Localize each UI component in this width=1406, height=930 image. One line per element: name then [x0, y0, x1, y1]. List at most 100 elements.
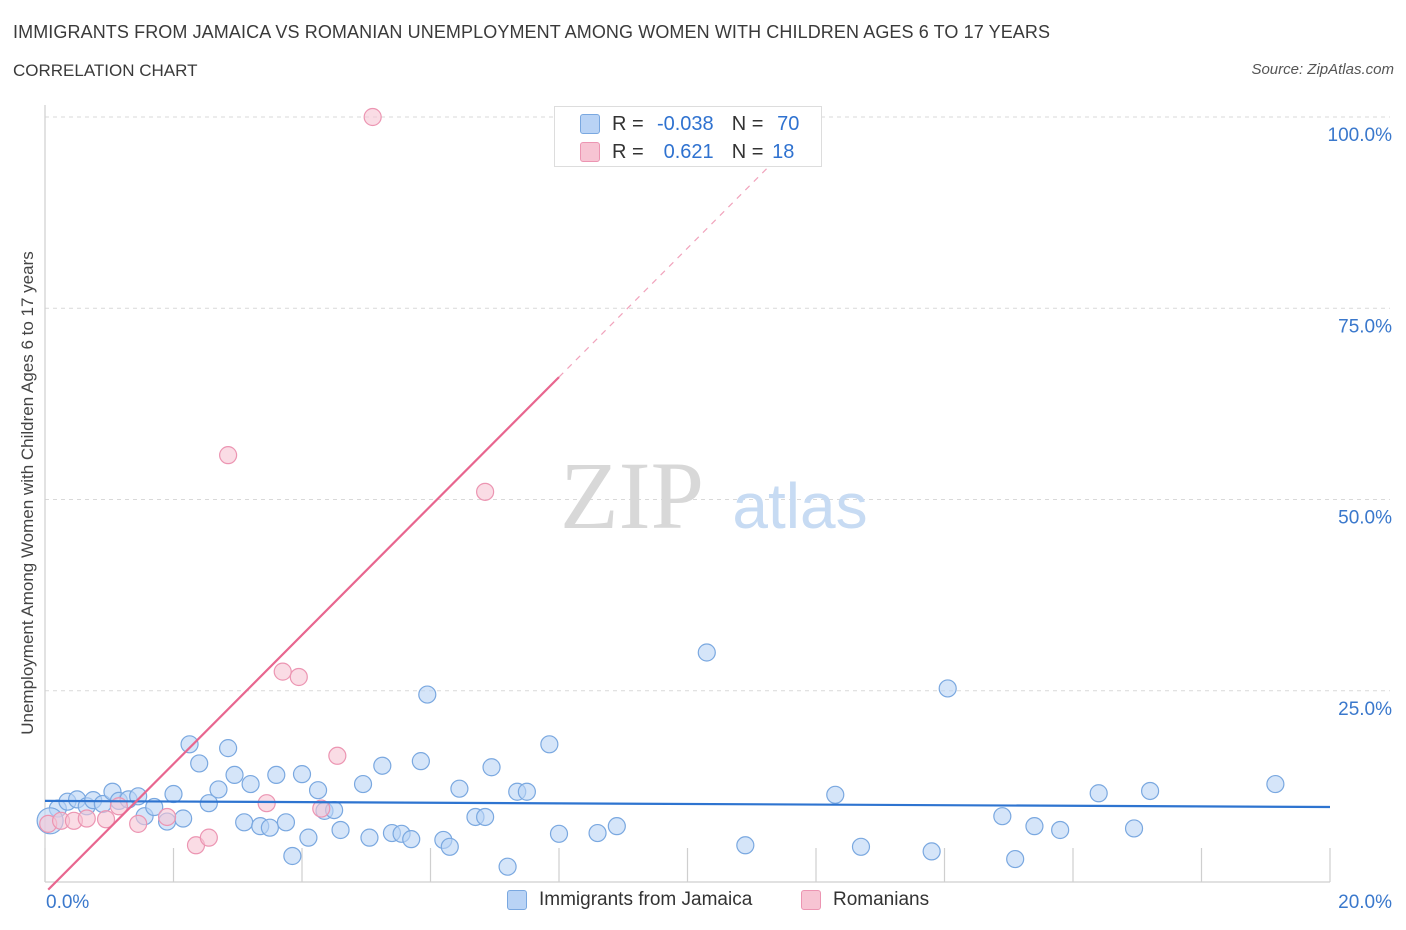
jamaica-point [235, 813, 254, 832]
jamaica-trend-line [44, 799, 1331, 809]
n-value-romanians: 18 [772, 140, 795, 163]
trend-layer [44, 163, 1331, 891]
n-value-jamaica: 70 [777, 112, 800, 135]
r-value-jamaica: -0.038 [656, 112, 714, 135]
jamaica-point [607, 817, 626, 836]
grid-layer [45, 116, 1390, 692]
romanians-legend-swatch-icon [801, 890, 821, 910]
jamaica-point [276, 813, 296, 832]
romanians-point [157, 807, 177, 827]
jamaica-point [308, 781, 328, 800]
jamaica-point [209, 780, 228, 799]
jamaica-point [180, 735, 199, 754]
jamaica-point [826, 785, 845, 804]
chart-title: IMMIGRANTS FROM JAMAICA VS ROMANIAN UNEM… [13, 22, 1051, 42]
jamaica-point [851, 837, 871, 856]
jamaica-point [1140, 781, 1160, 801]
romanians-point [312, 799, 331, 818]
jamaica-point [190, 754, 209, 773]
series-jamaica-points [36, 643, 1285, 876]
jamaica-point [267, 765, 286, 785]
source-credit: Source: ZipAtlas.com [1251, 61, 1394, 78]
jamaica-point [411, 752, 430, 771]
r-value-romanians: 0.621 [663, 140, 714, 163]
x-tick-label-max: 20.0% [1338, 892, 1392, 913]
jamaica-point [440, 837, 459, 856]
jamaica-point [540, 735, 559, 754]
jamaica-point [697, 643, 716, 662]
jamaica-swatch-icon [580, 114, 600, 134]
romanians-point [328, 746, 347, 765]
jamaica-point [450, 779, 469, 798]
jamaica-point [1051, 820, 1070, 840]
jamaica-point [498, 857, 517, 876]
romanians-point [273, 662, 292, 681]
jamaica-point [164, 784, 183, 804]
axis-layer [44, 105, 1331, 883]
jamaica-point [199, 794, 218, 813]
x-tick-label-min: 0.0% [46, 892, 89, 913]
jamaica-point [549, 824, 569, 843]
jamaica-point [299, 828, 318, 847]
jamaica-point [373, 756, 392, 775]
romanians-point [476, 482, 495, 501]
stats-legend: R = -0.038 N = 70 R = 0.621 N = 18 [554, 106, 822, 167]
jamaica-legend-swatch-icon [507, 890, 527, 910]
jamaica-point [1025, 817, 1044, 836]
jamaica-point [1089, 784, 1108, 803]
jamaica-point [476, 807, 495, 827]
legend-item-romanians[interactable]: Romanians [801, 889, 929, 911]
jamaica-point [145, 797, 164, 817]
romanians-point [199, 828, 218, 847]
n-label: N = [731, 140, 764, 163]
jamaica-point [1266, 774, 1285, 794]
romanians-swatch-icon [580, 142, 600, 162]
r-label: R = [612, 140, 644, 163]
y-tick-label: 25.0% [1338, 699, 1392, 720]
tick-labels: 25.0% 50.0% 75.0% 100.0% 0.0% 20.0% [46, 125, 1392, 913]
jamaica-point [588, 823, 607, 843]
romanians-point [219, 446, 238, 465]
jamaica-point [922, 842, 941, 861]
jamaica-point [1006, 849, 1025, 869]
watermark: ZIP atlas [560, 442, 868, 549]
jamaica-point [225, 765, 244, 785]
r-label: R = [612, 112, 644, 135]
legend-label-romanians: Romanians [833, 889, 930, 910]
y-tick-label: 50.0% [1338, 508, 1392, 529]
stats-row-romanians: R = 0.621 N = 18 [580, 140, 794, 164]
jamaica-point [736, 836, 755, 855]
chart-subtitle: CORRELATION CHART [13, 61, 198, 80]
jamaica-point [938, 679, 957, 698]
jamaica-point [360, 828, 379, 847]
legend-item-jamaica[interactable]: Immigrants from Jamaica [507, 889, 752, 911]
jamaica-point [331, 820, 350, 840]
jamaica-point [292, 765, 312, 784]
romanians-point [363, 107, 382, 127]
romanians-point [289, 667, 308, 687]
watermark-atlas: atlas [732, 470, 867, 542]
watermark-zip: ZIP [560, 442, 704, 549]
series-romanians-points [39, 107, 495, 855]
jamaica-point [418, 685, 437, 704]
romanians-trend-line [47, 376, 560, 891]
jamaica-point [219, 739, 238, 758]
jamaica-point [517, 782, 536, 801]
jamaica-point [482, 758, 501, 777]
romanians-point [257, 794, 276, 813]
y-tick-label: 100.0% [1328, 125, 1393, 146]
jamaica-point [174, 809, 193, 828]
jamaica-point [1124, 819, 1144, 838]
n-label: N = [731, 112, 764, 135]
legend-label-jamaica: Immigrants from Jamaica [539, 889, 753, 910]
romanians-point [77, 809, 96, 828]
jamaica-point [353, 774, 373, 794]
jamaica-point [402, 830, 421, 849]
romanians-point [129, 814, 148, 833]
stats-row-jamaica: R = -0.038 N = 70 [580, 112, 799, 136]
jamaica-point [993, 807, 1012, 826]
romanians-point [96, 810, 116, 829]
jamaica-point [241, 774, 260, 794]
y-axis-label: Unemployment Among Women with Children A… [18, 251, 37, 735]
